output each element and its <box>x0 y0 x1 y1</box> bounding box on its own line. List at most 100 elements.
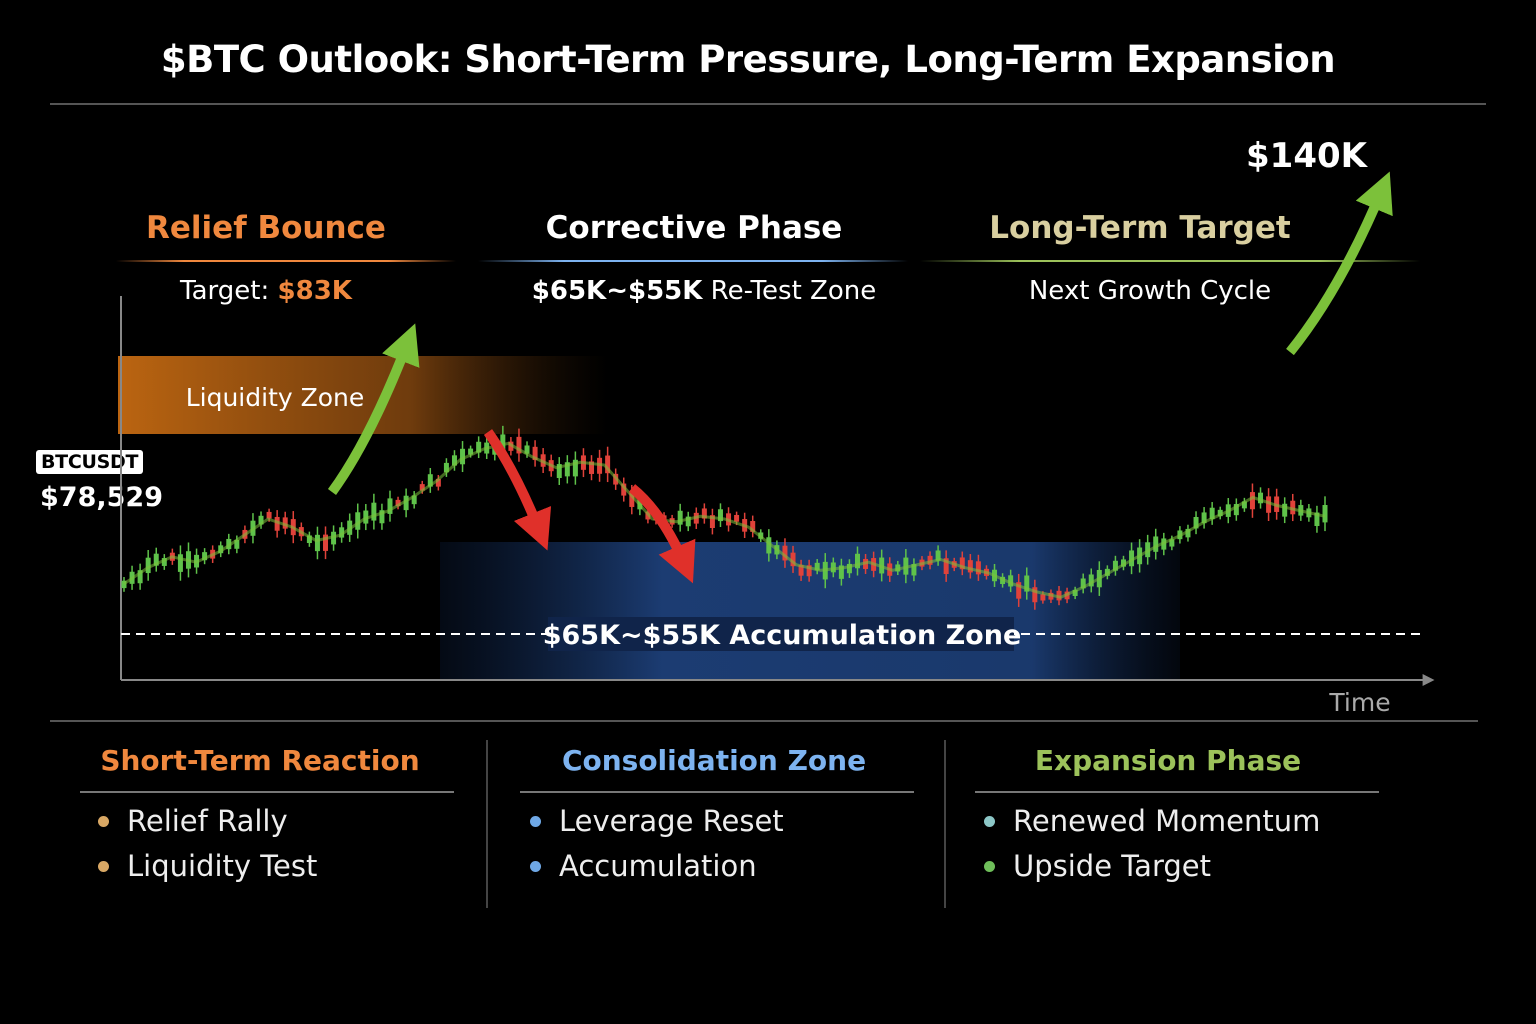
candle-body <box>145 557 151 574</box>
candle-body <box>798 565 804 576</box>
phase-sub-longterm: Next Growth Cycle <box>1028 276 1272 306</box>
correction-arrow-1 <box>483 429 552 551</box>
section-underline-expansion <box>975 791 1379 793</box>
candle-body <box>282 517 288 529</box>
candle-body <box>1233 504 1239 516</box>
phase-underline-relief <box>116 260 456 262</box>
candle-body <box>1209 507 1215 520</box>
candle-body <box>967 560 973 573</box>
candle-body <box>1169 539 1175 547</box>
section-underline-short-term <box>80 791 454 793</box>
candle-body <box>1314 512 1320 527</box>
candle-body <box>685 516 691 527</box>
candle-body <box>959 557 965 570</box>
candle-body <box>629 492 635 507</box>
candle-body <box>589 461 595 474</box>
candle-body <box>1249 492 1255 510</box>
candle-body <box>371 502 377 521</box>
candle-body <box>524 445 530 454</box>
expansion-arrow <box>1286 171 1393 356</box>
candle-body <box>1016 582 1022 599</box>
candle-body <box>266 511 272 519</box>
candle-body <box>1088 574 1094 587</box>
candle-body <box>443 462 449 473</box>
candle-body <box>314 534 320 552</box>
accumulation-zone-label: $65K~$55K Accumulation Zone <box>543 620 1022 651</box>
candle-body <box>323 534 329 551</box>
list-item: Leverage Reset <box>530 804 784 838</box>
list-item: Upside Target <box>984 849 1211 883</box>
correction-arrow-2 <box>628 484 696 584</box>
candle-body <box>1258 492 1264 504</box>
section-separator <box>944 740 946 908</box>
bullet-dot <box>530 815 541 827</box>
candle-body <box>911 564 917 576</box>
phase-sub-corrective: $65K~$55K Re-Test Zone <box>494 276 914 306</box>
candle-body <box>1290 500 1296 515</box>
bullet-dot <box>98 815 109 827</box>
candle-body <box>1080 578 1086 589</box>
candle-body <box>572 459 578 477</box>
phase-sub-relief-prefix: Target: <box>180 276 278 306</box>
candle-body <box>460 448 466 465</box>
candle-body <box>1072 589 1078 597</box>
list-item-label: Upside Target <box>1013 849 1211 883</box>
candle-body <box>734 514 740 522</box>
price-path <box>123 441 1326 599</box>
candle-body <box>782 545 788 561</box>
candle-body <box>943 558 949 575</box>
list-item: Liquidity Test <box>98 849 317 883</box>
ticker-price: $78,529 <box>40 482 163 513</box>
candle-body <box>419 484 425 491</box>
candle-body <box>621 483 627 496</box>
candle-body <box>1201 512 1207 524</box>
bullet-dot <box>98 860 109 872</box>
candle-body <box>234 539 240 549</box>
candle-body <box>1282 503 1288 517</box>
candle-body <box>379 510 385 524</box>
phase-title-corrective: Corrective Phase <box>545 210 843 246</box>
candle-body <box>1266 496 1272 513</box>
list-item-label: Leverage Reset <box>559 804 784 838</box>
candle-body <box>605 455 611 474</box>
candle-body <box>1112 560 1118 571</box>
page-title: $BTC Outlook: Short-Term Pressure, Long-… <box>160 38 1336 81</box>
section-underline-consolidation <box>520 791 914 793</box>
candle-body <box>677 510 683 525</box>
section-title-consolidation: Consolidation Zone <box>561 744 867 777</box>
top-target-label: $140K <box>1246 136 1367 176</box>
candle-body <box>1153 536 1159 552</box>
chart-svg: Liquidity Zone $65K~$55K Accumulation Zo… <box>118 171 1435 717</box>
candle-body <box>927 555 933 565</box>
candle-body <box>1185 528 1191 538</box>
phase-underline-longterm <box>920 260 1420 262</box>
phase-underline-corrective <box>478 260 908 262</box>
candle-body <box>814 562 820 571</box>
list-item: Renewed Momentum <box>984 804 1320 838</box>
phase-title-longterm: Long-Term Target <box>989 210 1291 246</box>
candle-body <box>1322 505 1328 523</box>
candle-body <box>274 516 280 531</box>
phase-sub-corrective-value: $65K~$55K <box>531 276 703 306</box>
list-item: Relief Rally <box>98 804 288 838</box>
candle-body <box>202 552 208 561</box>
candle-body <box>701 508 707 519</box>
liquidity-zone <box>118 356 608 434</box>
candle-body <box>1129 550 1135 567</box>
candle-body <box>1008 575 1014 587</box>
candle-body <box>846 563 852 574</box>
candle-body <box>709 515 715 528</box>
candle-body <box>395 499 401 507</box>
candle-body <box>306 535 312 544</box>
list-item-label: Renewed Momentum <box>1013 804 1321 838</box>
candle-body <box>1193 516 1199 529</box>
accumulation-zone <box>440 542 1180 680</box>
candle-body <box>435 478 441 487</box>
candle-body <box>717 509 723 522</box>
accumulation-label-bg <box>548 617 1014 651</box>
candle-body <box>1217 509 1223 517</box>
candle-body <box>532 446 538 461</box>
phase-sub-relief-value: $83K <box>277 276 352 306</box>
phase-title-relief: Relief Bounce <box>146 210 386 246</box>
candle-body <box>137 570 143 584</box>
